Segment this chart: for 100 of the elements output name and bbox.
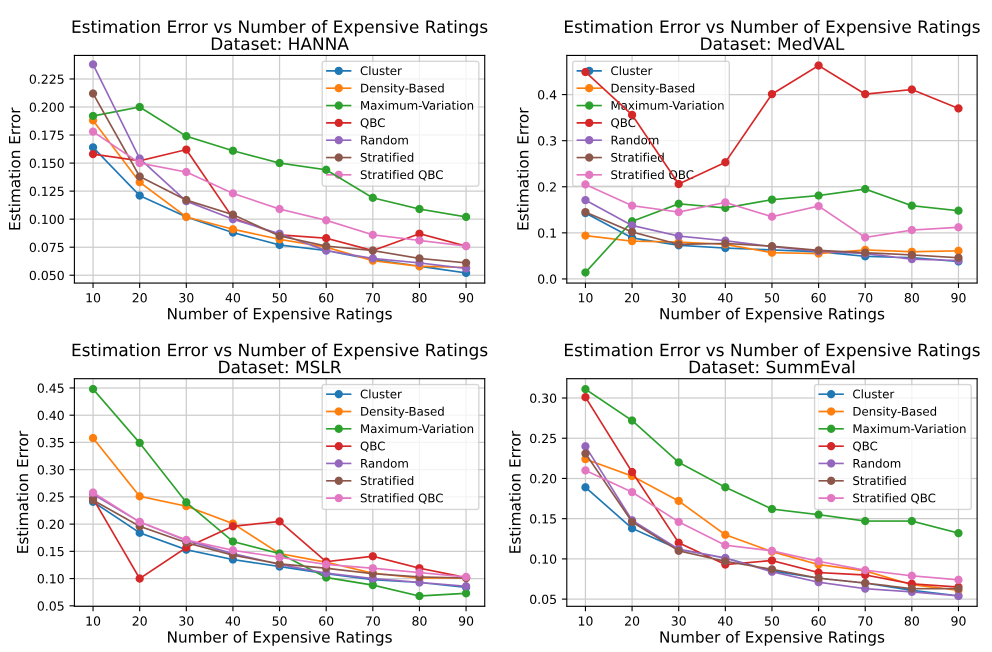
point (322, 560, 330, 569)
y-tick-label: 0.35 (38, 438, 64, 448)
y-tick-label: 0.10 (530, 554, 556, 564)
legend-label: Stratified QBC (360, 170, 443, 181)
point (628, 488, 636, 496)
y-axis-title: Estimation Error (16, 430, 28, 553)
chart-subtitle: Dataset: MSLR (219, 360, 342, 374)
x-axis-title: Number of Expensive Ratings (660, 308, 884, 322)
y-tick-label: 0.05 (530, 594, 556, 604)
point (275, 517, 284, 526)
point (88, 128, 98, 136)
chart-title: Estimation Error vs Number of Expensive Ratings (72, 20, 488, 36)
legend-label: Maximum-Variation (854, 424, 966, 434)
point (768, 504, 776, 514)
legend-label: QBC (360, 442, 385, 452)
legend-label: QBC (611, 118, 636, 129)
y-tick-label: 0.2 (538, 182, 556, 192)
point (228, 546, 238, 554)
y-tick-label: 0.3 (538, 136, 556, 146)
x-tick-label: 60 (319, 293, 334, 302)
y-tick-label: 0.225 (30, 74, 64, 84)
point (462, 258, 470, 268)
point (88, 434, 98, 442)
x-tick-label: 90 (951, 616, 966, 626)
x-tick-label: 90 (458, 293, 474, 302)
chart-subtitle: Dataset: MedVAL (701, 36, 844, 50)
y-tick-label: 0.05 (38, 601, 64, 611)
point (228, 189, 238, 198)
x-tick-label: 50 (272, 293, 287, 302)
point (674, 208, 683, 216)
x-tick-label: 80 (904, 616, 919, 626)
x-tick-label: 30 (179, 293, 194, 302)
point (581, 466, 590, 475)
x-tick-label: 40 (226, 293, 240, 302)
x-tick-label: 10 (578, 616, 593, 626)
point (954, 223, 963, 232)
x-tick-label: 20 (132, 616, 147, 626)
x-tick-label: 30 (179, 616, 194, 626)
y-tick-label: 0.30 (530, 393, 556, 403)
point (136, 191, 144, 200)
y-tick-label: 0.4 (538, 90, 556, 100)
point (814, 557, 823, 566)
point (322, 216, 330, 224)
chart-subtitle: Dataset: HANNA (212, 38, 349, 50)
point (88, 150, 98, 158)
legend-label: Cluster (853, 389, 894, 398)
y-axis-title: Estimation Error (516, 108, 529, 230)
point (861, 233, 870, 242)
x-tick-label: 70 (858, 616, 872, 626)
legend-label: Random (854, 458, 900, 468)
x-tick-label: 20 (625, 616, 640, 626)
point (721, 198, 730, 207)
point (628, 468, 636, 476)
legend-label: Random (361, 135, 408, 144)
point (322, 234, 330, 242)
point (861, 516, 870, 526)
y-tick-label: 0.200 (30, 102, 64, 112)
point (581, 442, 590, 450)
x-tick-label: 10 (578, 293, 593, 302)
x-tick-label: 80 (904, 293, 919, 302)
legend-label: Cluster (611, 66, 652, 76)
point (628, 228, 636, 236)
point (368, 580, 377, 590)
point (628, 201, 636, 210)
point (462, 589, 470, 598)
point (581, 268, 590, 277)
point (275, 553, 284, 562)
x-tick-label: 40 (718, 293, 732, 302)
point (228, 210, 238, 219)
x-tick-label: 50 (764, 293, 780, 302)
x-tick-label: 30 (672, 616, 686, 626)
y-tick-label: 0.0 (538, 274, 556, 284)
point (228, 225, 238, 234)
point (415, 204, 424, 214)
point (721, 158, 730, 167)
x-tick-label: 40 (226, 616, 240, 626)
point (674, 538, 683, 547)
y-tick-label: 0.100 (30, 214, 64, 224)
legend-label: Random (361, 458, 408, 468)
point (674, 232, 683, 240)
point (368, 552, 377, 560)
legend-label: Maximum-Variation (361, 424, 474, 434)
point (908, 572, 916, 580)
legend-label: Stratified (360, 476, 414, 486)
point (908, 516, 916, 526)
chart-title: Estimation Error vs Number of Expensive Ratings (565, 343, 980, 360)
legend-label: Stratified (360, 152, 414, 162)
point (908, 201, 916, 210)
legend-label: Stratified QBC (360, 493, 443, 504)
x-tick-label: 20 (132, 293, 147, 302)
point (415, 230, 424, 238)
point (674, 496, 683, 506)
point (721, 483, 730, 492)
point (136, 172, 144, 181)
point (954, 104, 963, 113)
y-tick-label: 0.050 (30, 270, 64, 280)
point (136, 438, 144, 448)
chart-subtitle: Dataset: SummEval (690, 360, 854, 374)
y-tick-label: 0.075 (30, 242, 64, 252)
point (628, 416, 636, 425)
